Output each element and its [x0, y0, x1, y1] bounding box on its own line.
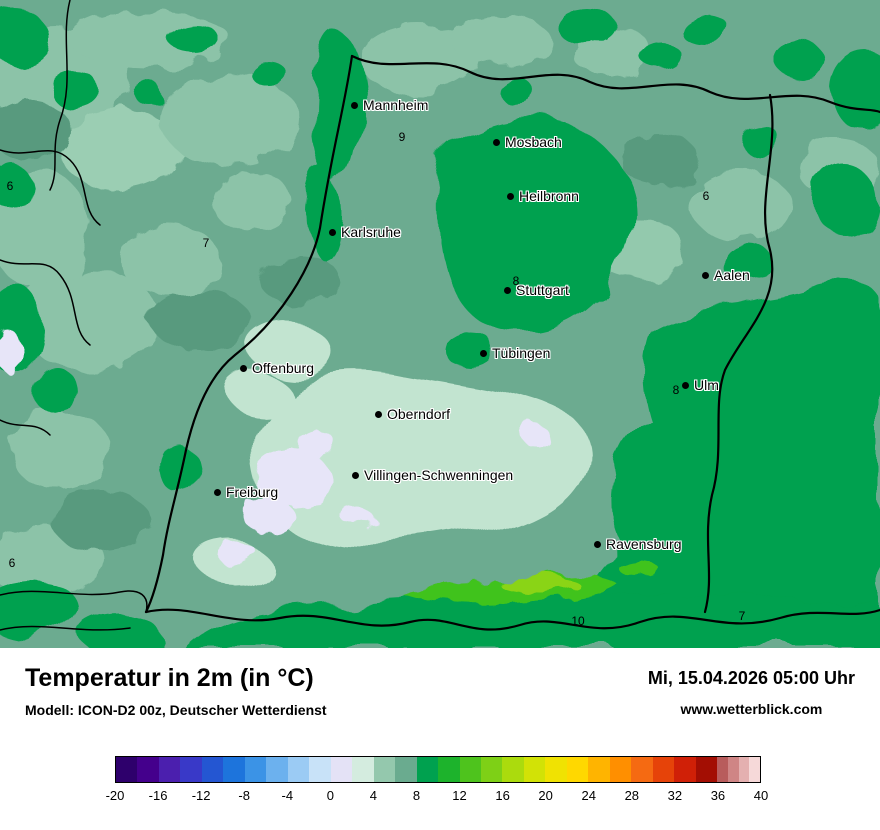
legend-segment-4-6 — [373, 757, 396, 782]
legend-tick-4: 4 — [369, 788, 378, 803]
legend-segment--12--10 — [201, 757, 224, 782]
legend-segment-37-38 — [727, 757, 739, 782]
legend-segment-0-2 — [330, 757, 353, 782]
legend-tick-8: 8 — [412, 788, 421, 803]
legend-segment-14-16 — [480, 757, 503, 782]
legend-segment-12-14 — [459, 757, 481, 782]
legend-tick-36: 36 — [710, 788, 726, 803]
legend-segment-6-8 — [395, 757, 417, 782]
legend-segment--6--4 — [266, 757, 288, 782]
footer-left: Temperatur in 2m (in °C) Modell: ICON-D2… — [25, 664, 327, 718]
legend-segment-38-39 — [738, 757, 750, 782]
legend-segment-2-4 — [352, 757, 374, 782]
legend-segment-16-18 — [502, 757, 524, 782]
legend-segment--2-0 — [309, 757, 331, 782]
legend-tick-32: 32 — [667, 788, 683, 803]
website-link[interactable]: www.wetterblick.com — [680, 701, 823, 717]
legend-segment-10-12 — [438, 757, 460, 782]
legend-segment-18-20 — [523, 757, 546, 782]
legend-segment--4--2 — [287, 757, 310, 782]
legend-segment-26-28 — [609, 757, 632, 782]
legend-tick-20: 20 — [538, 788, 553, 803]
legend-tick-12: 12 — [452, 788, 467, 803]
legend-tick--16: -16 — [148, 788, 168, 803]
legend-tick--8: -8 — [238, 788, 250, 803]
legend-segment--20--18 — [116, 757, 138, 782]
footer-right: Mi, 15.04.2026 05:00 Uhr www.wetterblick… — [648, 668, 855, 717]
legend-color-bar — [115, 756, 761, 783]
legend-segment-20-22 — [545, 757, 567, 782]
weather-map: 9 6 6 7 8 8 6 10 7 Mannheim Mosbach Heilbronn Karls… — [0, 0, 880, 648]
legend-segment-34-36 — [695, 757, 718, 782]
legend-segment-39-40 — [749, 757, 761, 782]
legend-tick-40: 40 — [753, 788, 769, 803]
legend-segment-32-34 — [674, 757, 696, 782]
temperature-map-graphic — [0, 0, 880, 648]
temperature-legend: -20 -16 -12 -8 -4 0 4 8 12 16 20 24 28 32 36 40 — [106, 756, 769, 808]
legend-tick-24: 24 — [581, 788, 596, 803]
legend-segment--18--16 — [137, 757, 159, 782]
legend-tick--20: -20 — [105, 788, 125, 803]
legend-segment-28-30 — [631, 757, 653, 782]
legend-segment--8--6 — [244, 757, 267, 782]
legend-segment-22-24 — [566, 757, 589, 782]
legend-segment-8-10 — [416, 757, 439, 782]
legend-tick-0: 0 — [326, 788, 334, 803]
legend-segment-30-32 — [652, 757, 675, 782]
map-footer: Temperatur in 2m (in °C) Modell: ICON-D2… — [0, 648, 880, 830]
datetime-label: Mi, 15.04.2026 05:00 Uhr — [647, 668, 855, 688]
legend-segment-24-26 — [588, 757, 610, 782]
legend-tick--4: -4 — [281, 788, 294, 803]
legend-tick-16: 16 — [495, 788, 510, 803]
legend-tick--12: -12 — [191, 788, 211, 803]
legend-segment-36-37 — [717, 757, 728, 782]
legend-segment--14--12 — [180, 757, 202, 782]
model-info: Modell: ICON-D2 00z, Deutscher Wetterdie… — [25, 702, 327, 718]
legend-segment--16--14 — [158, 757, 181, 782]
legend-segment--10--8 — [223, 757, 245, 782]
page-title: Temperatur in 2m (in °C) — [25, 664, 314, 692]
legend-tick-28: 28 — [624, 788, 640, 803]
legend-tick-labels: -20 -16 -12 -8 -4 0 4 8 12 16 20 24 28 32 36 40 — [106, 788, 769, 808]
